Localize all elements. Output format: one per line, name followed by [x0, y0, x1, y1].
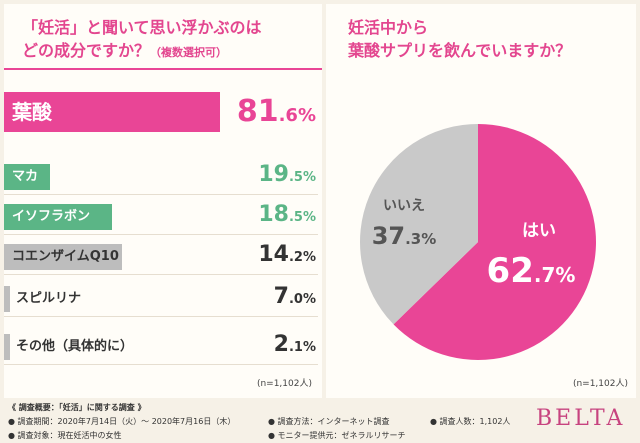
bar-value-int-3: 14	[258, 242, 289, 267]
title-divider	[4, 68, 322, 70]
survey-respondents: ● 調査人数：1,102人	[430, 417, 511, 426]
pie-slice-1	[360, 124, 478, 325]
bar-label-2: イソフラボン	[12, 209, 91, 224]
right-panel: 妊活中から 葉酸サプリを飲んでいますか？ はい 62.7% いいえ 37.3% (n=…	[326, 4, 636, 398]
bar-3	[4, 244, 122, 270]
bar-label-3: コエンザイムQ10	[12, 249, 119, 264]
survey-provider: ● モニター提供元：ゼネラルリサーチ	[268, 431, 406, 440]
row-divider-2	[4, 234, 318, 235]
bar-value-3: 14.2%	[258, 242, 316, 267]
bar-label-4: スピルリナ	[16, 291, 82, 306]
pie-chart: はい 62.7% いいえ 37.3%	[360, 124, 596, 360]
bar-value-0: 81.6%	[237, 94, 316, 129]
bar-value-dec-4: .0%	[288, 292, 316, 307]
bar-4	[4, 286, 10, 312]
bar-value-5: 2.1%	[274, 332, 316, 357]
bar-5	[4, 334, 10, 360]
bar-value-int-2: 18	[258, 202, 289, 227]
bar-value-int-0: 81	[236, 94, 279, 129]
brand-logo: BELTA	[536, 406, 626, 431]
survey-target: ● 調査対象：現在妊活中の女性	[8, 431, 122, 440]
pie-value-dec-0: .7%	[534, 263, 576, 287]
bar-value-dec-2: .5%	[288, 210, 316, 225]
pie-value-dec-1: .3%	[405, 230, 436, 248]
row-divider-1	[4, 194, 318, 195]
bar-value-dec-0: .6%	[278, 105, 316, 126]
bar-value-int-1: 19	[258, 162, 289, 187]
pie-label-1: いいえ	[383, 198, 425, 214]
bar-label-1: マカ	[12, 169, 39, 184]
left-title-line2: どの成分ですか？（複数選択可）	[22, 41, 227, 63]
pie-value-0: 62.7%	[487, 251, 576, 291]
bar-1	[4, 164, 50, 190]
bar-value-dec-3: .2%	[288, 250, 316, 265]
bar-value-dec-5: .1%	[288, 340, 316, 355]
bar-value-1: 19.5%	[258, 162, 316, 187]
bar-label-0: 葉酸	[12, 100, 52, 124]
bar-value-dec-1: .5%	[288, 170, 316, 185]
bar-value-int-5: 2	[273, 332, 289, 357]
left-title-suffix: （複数選択可）	[150, 46, 228, 59]
left-title-main: どの成分ですか？	[22, 41, 151, 60]
bar-value-int-4: 7	[273, 284, 289, 309]
row-divider-3	[4, 274, 318, 275]
right-title-line2: 葉酸サプリを飲んでいますか？	[348, 41, 572, 60]
pie-slice-0	[393, 124, 596, 360]
survey-method: ● 調査方法：インターネット調査	[268, 417, 390, 426]
bar-0	[4, 92, 220, 132]
survey-period: ● 調査期間：2020年7月14日（火）～ 2020年7月16日（木）	[8, 417, 236, 426]
right-title-line1: 妊活中から	[348, 18, 429, 37]
pie-value-int-1: 37	[372, 222, 405, 250]
bar-value-4: 7.0%	[274, 284, 316, 309]
left-panel: 「妊活」と聞いて思い浮かぶのは どの成分ですか？（複数選択可） 葉酸 81.6% マ…	[4, 4, 322, 398]
survey-summary: 《 調査概要：「妊活」に関する調査 》	[8, 403, 146, 412]
row-divider-4	[4, 316, 318, 317]
left-title-line1: 「妊活」と聞いて思い浮かぶのは	[22, 18, 262, 37]
pie-label-0: はい	[522, 221, 556, 241]
bar-value-2: 18.5%	[258, 202, 316, 227]
row-divider-5	[4, 364, 318, 365]
left-sample-note: (n=1,102人)	[256, 379, 312, 389]
pie-value-int-0: 62	[487, 251, 534, 291]
right-sample-note: (n=1,102人)	[572, 379, 628, 389]
pie-value-1: 37.3%	[372, 222, 437, 250]
bar-2	[4, 204, 112, 230]
bar-label-5: その他（具体的に）	[16, 339, 134, 354]
